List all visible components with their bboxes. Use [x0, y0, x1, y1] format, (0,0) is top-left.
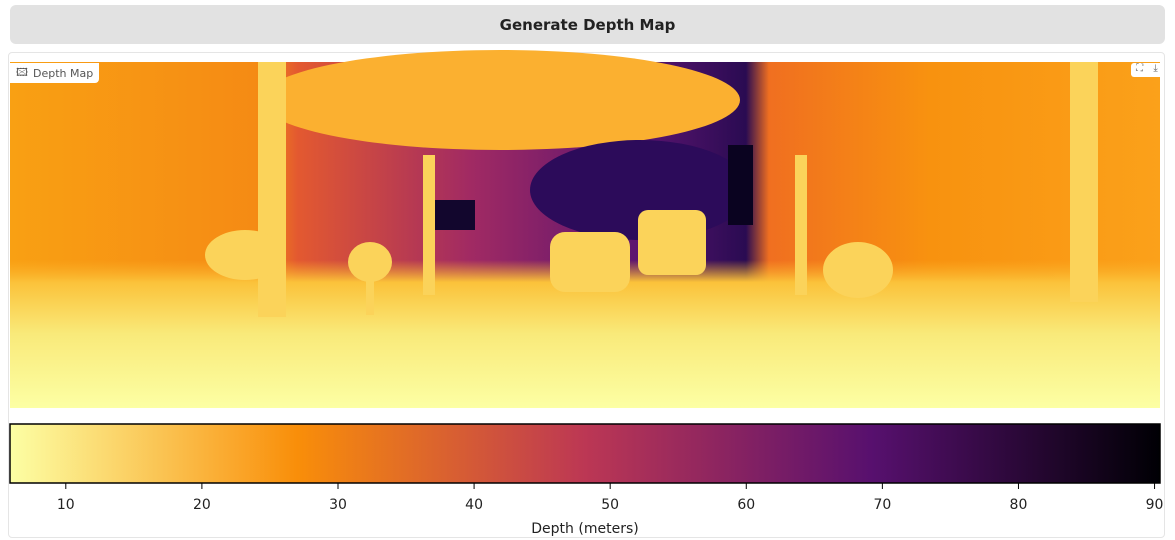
- image-label: 🖾 Depth Map: [10, 63, 99, 83]
- image-icon: 🖾: [16, 64, 28, 83]
- tick-label: 70: [873, 497, 891, 513]
- tick-label: 10: [57, 497, 75, 513]
- tick-label: 80: [1010, 497, 1028, 513]
- colorbar: [10, 424, 1160, 483]
- page: Generate Depth Map 🖾Depth Map ⛶⤓: [0, 0, 1175, 540]
- tick-label: 90: [1146, 497, 1164, 513]
- download-icon[interactable]: ⤓: [1153, 63, 1157, 77]
- depth-map-image: [10, 50, 1160, 408]
- tick-label: 20: [193, 497, 211, 513]
- colorbar-label: Depth (meters): [531, 521, 638, 537]
- fullscreen-icon[interactable]: ⛶: [1136, 63, 1143, 77]
- tick-label: 40: [465, 497, 483, 513]
- panel-icons: ⛶⤓: [1131, 63, 1163, 77]
- image-label-text: Depth Map: [33, 67, 93, 80]
- tick-label: 30: [329, 497, 347, 513]
- tick-label: 60: [737, 497, 755, 513]
- tick-label: 50: [601, 497, 619, 513]
- depth-svg: Depth (meters) 10 20 30 40 50 60 70 80 90: [0, 0, 1175, 540]
